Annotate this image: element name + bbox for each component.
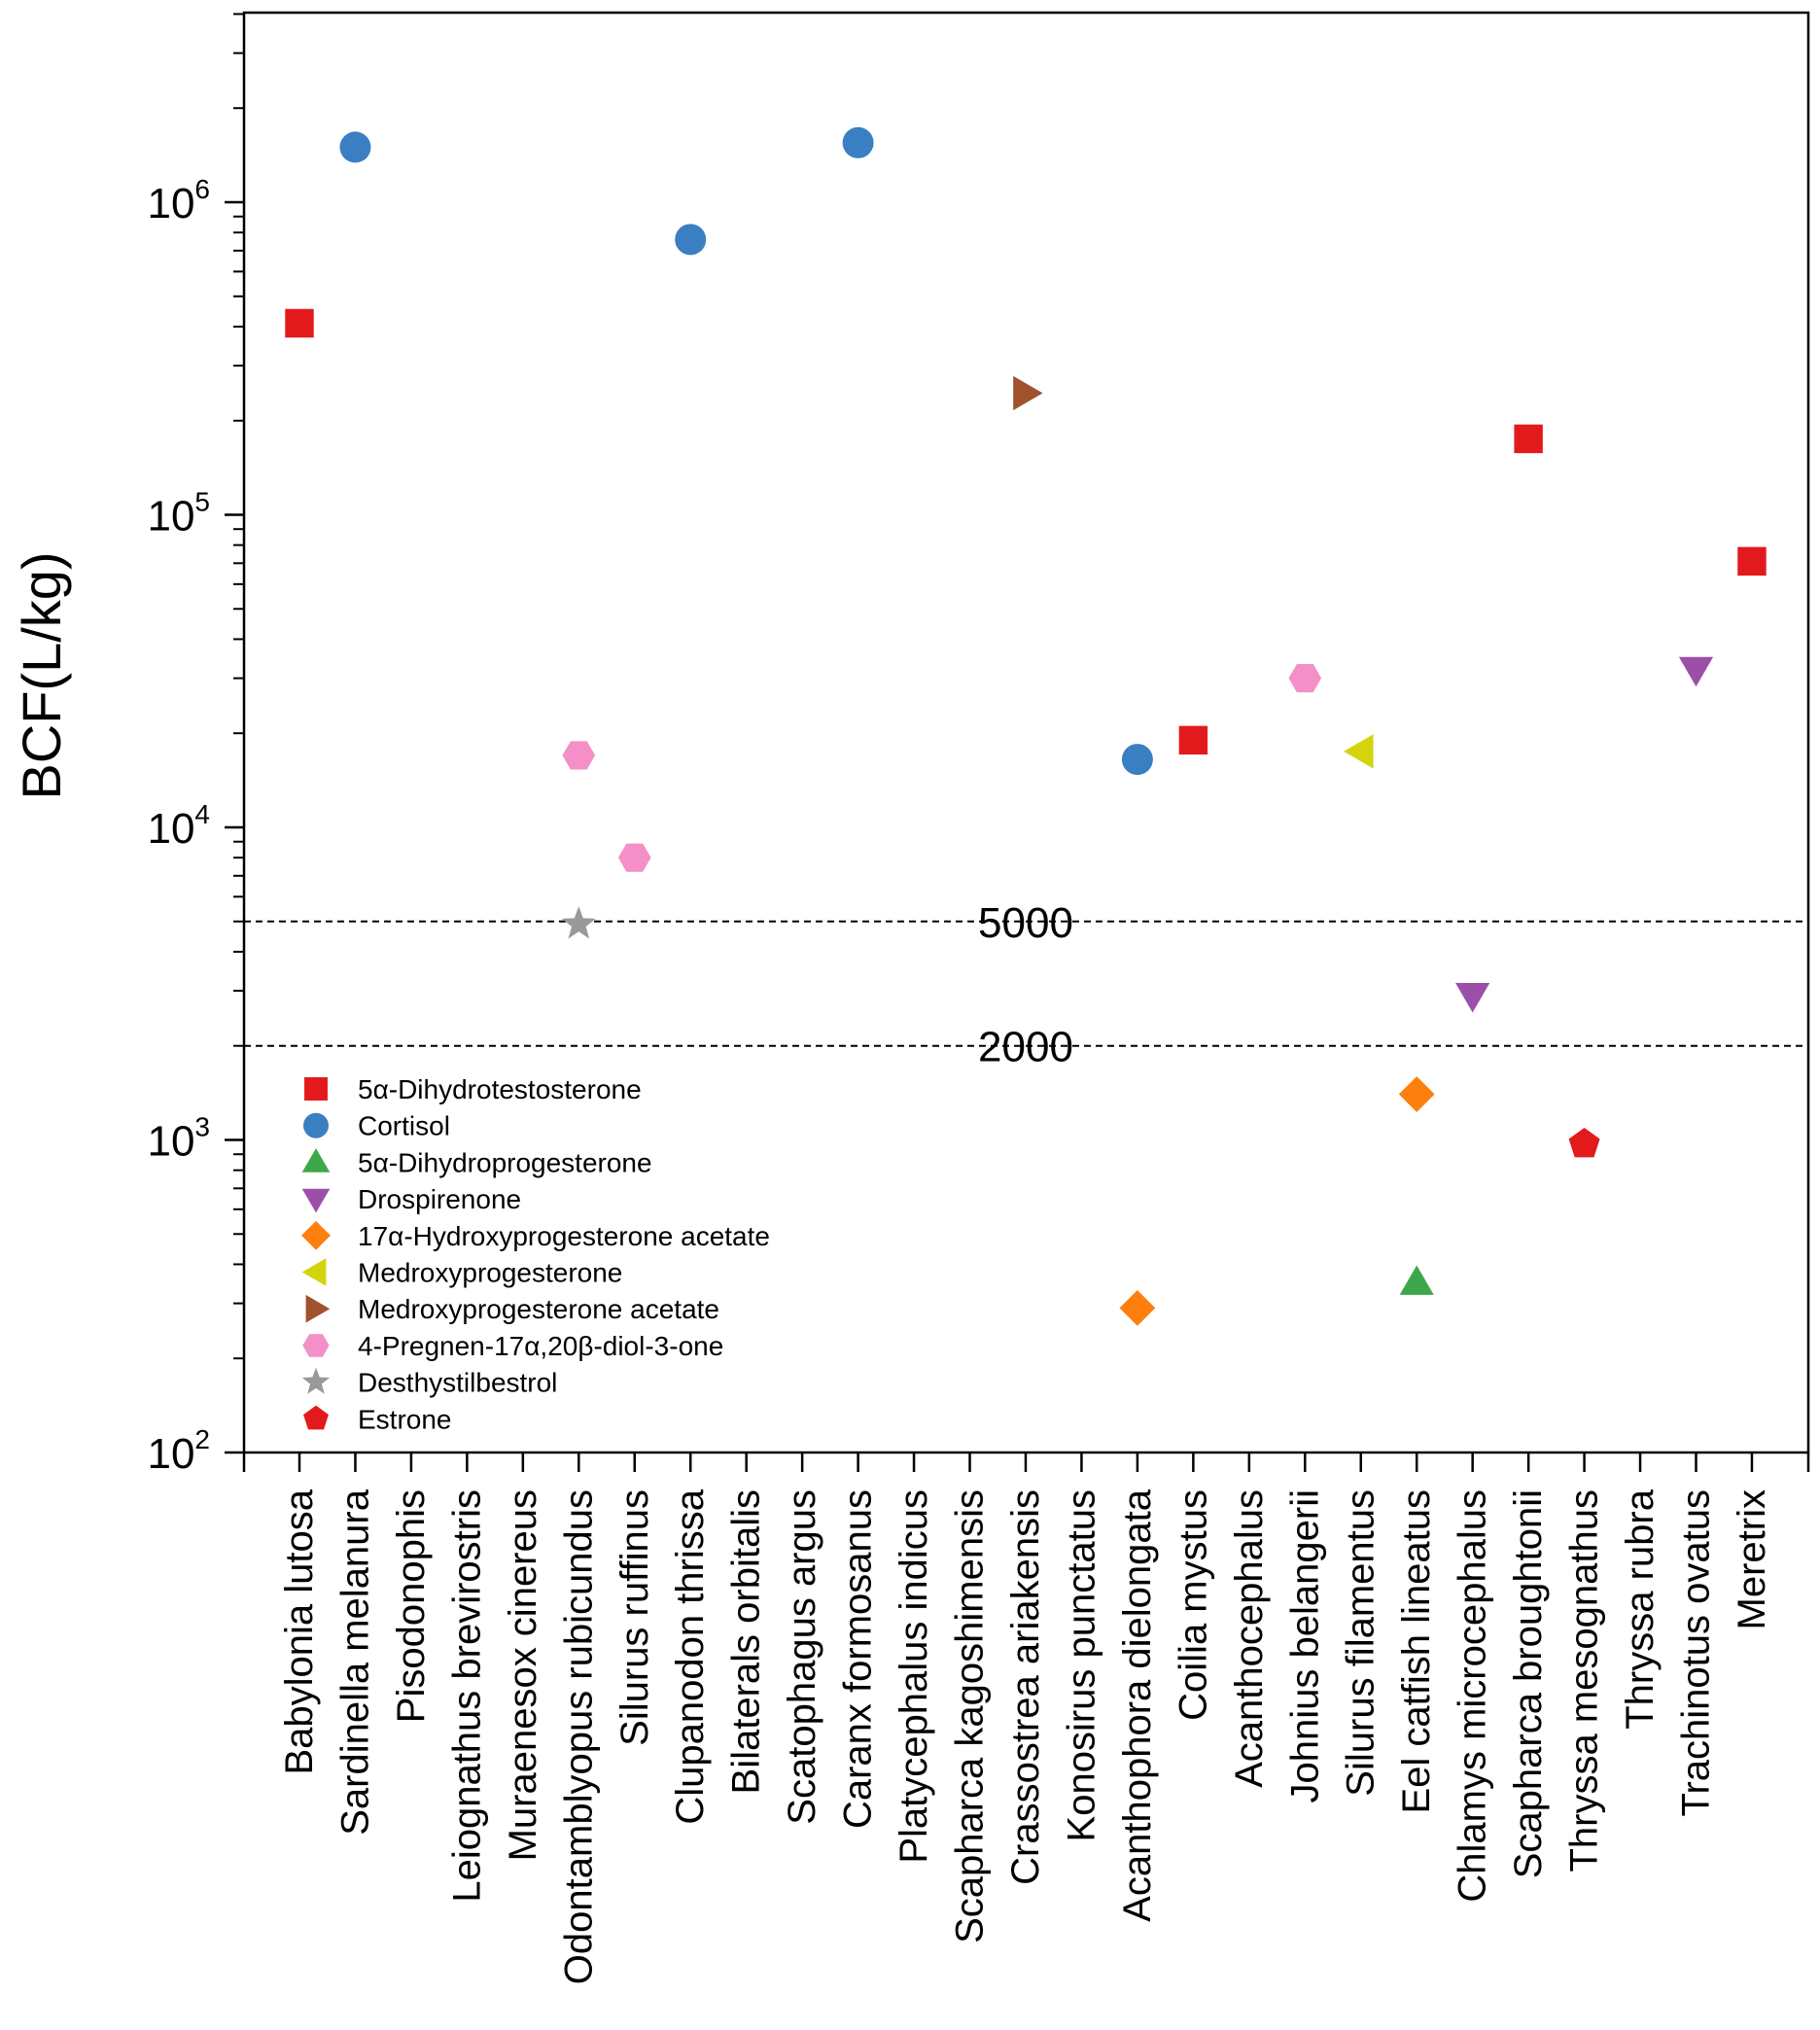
y-tick-label: 102 [147, 1424, 210, 1478]
x-tick-label: Meretrix [1731, 1489, 1773, 1629]
x-tick-label: Leiognathus brevirostris [445, 1489, 488, 1903]
legend-label: Medroxyprogesterone [358, 1258, 622, 1288]
x-tick-label: Thryssa rubra [1619, 1488, 1662, 1729]
legend: 5α-Dihydrotestosterone Cortisol 5α-Dihydro… [301, 1074, 770, 1434]
legend-label: 5α-Dihydrotestosterone [358, 1074, 642, 1104]
legend-label: Desthystilbestrol [358, 1368, 557, 1398]
legend-marker [305, 1294, 331, 1323]
legend-marker [303, 1405, 329, 1430]
data-point [1568, 1127, 1600, 1158]
x-tick-label: Caranx formosanus [837, 1489, 880, 1829]
legend-marker [303, 1112, 329, 1138]
data-point [675, 224, 707, 256]
x-tick-label: Scatophagus argus [781, 1489, 823, 1825]
data-point [285, 308, 314, 338]
x-tick-label: Sardinella melanura [333, 1488, 376, 1836]
data-point [1514, 424, 1543, 454]
data-point [1398, 1076, 1435, 1112]
x-tick-label: Odontamblyopus rubicundus [557, 1489, 600, 1984]
y-axis-label: BCF(L/kg) [11, 551, 72, 799]
y-tick-label: 104 [147, 799, 210, 853]
data-point [339, 131, 371, 163]
data-point [1119, 1289, 1156, 1326]
x-tick-label: Johnius belangerii [1283, 1489, 1326, 1802]
data-point [1178, 725, 1208, 755]
legend-label: 17α-Hydroxyprogesterone acetate [358, 1221, 770, 1251]
reference-line-label: 5000 [978, 899, 1073, 947]
legend-label: Cortisol [358, 1111, 450, 1141]
data-point [1737, 546, 1767, 577]
legend-marker [302, 1334, 330, 1357]
legend-label: Drospirenone [358, 1184, 521, 1214]
legend-label: Medroxyprogesterone acetate [358, 1294, 719, 1324]
legend-marker [301, 1220, 331, 1250]
data-point [1399, 1265, 1434, 1295]
reference-line-label: 2000 [978, 1024, 1073, 1071]
x-tick-label: Acanthophora dielongata [1116, 1488, 1159, 1922]
reference-lines: 5000 2000 [244, 899, 1808, 1071]
x-tick-label: Babylonia lutosa [278, 1488, 321, 1774]
y-axis: 102 103 104 105 106 [147, 13, 244, 1478]
x-tick-label: Crassostrea ariakensis [1004, 1489, 1047, 1885]
y-tick-label: 103 [147, 1112, 210, 1166]
x-tick-label: Scapharca kagoshimensis [949, 1489, 992, 1943]
data-point [842, 126, 874, 158]
y-tick-label: 105 [147, 487, 210, 541]
y-tick-label: 106 [147, 174, 210, 228]
data-point [1013, 375, 1043, 410]
x-tick-label: Thryssa mesognathus [1563, 1489, 1606, 1872]
x-tick-label: Eel catfish lineatus [1395, 1489, 1438, 1814]
x-tick-label: Silurus filamentus [1340, 1489, 1382, 1797]
legend-marker [301, 1367, 331, 1394]
x-tick-label: Bilaterals orbitalis [725, 1489, 768, 1794]
data-point [1344, 734, 1374, 769]
x-tick-label: Scapharca broughtonii [1507, 1489, 1550, 1878]
x-tick-label: Konosirus punctatus [1060, 1489, 1102, 1841]
data-point [1121, 744, 1153, 776]
legend-label: 4-Pregnen-17α,20β-diol-3-one [358, 1331, 723, 1361]
legend-marker [301, 1148, 331, 1172]
legend-marker [301, 1188, 331, 1213]
legend-marker [301, 1258, 327, 1286]
data-point [1678, 656, 1714, 687]
x-tick-label: Silurus ruffinus [613, 1489, 656, 1746]
x-tick-label: Pisodonophis [390, 1489, 433, 1723]
x-tick-label: Trachinotus ovatus [1675, 1489, 1718, 1816]
x-tick-label: Muraenesox cinereus [502, 1489, 544, 1861]
x-tick-label: Platycephalus indicus [892, 1489, 935, 1864]
data-point [1288, 664, 1322, 693]
data-point [562, 741, 596, 770]
legend-marker [304, 1077, 328, 1101]
legend-label: Estrone [358, 1404, 452, 1434]
data-point [1455, 983, 1490, 1013]
x-tick-label: Acanthocephalus [1228, 1489, 1271, 1788]
x-tick-label: Clupanodon thrissa [669, 1488, 712, 1824]
legend-label: 5α-Dihydroprogesterone [358, 1147, 652, 1177]
x-tick-label: Chlamys microcephalus [1452, 1489, 1494, 1903]
x-tick-label: Coilia mystus [1172, 1489, 1214, 1721]
x-axis: Babylonia lutosa Sardinella melanura Pisod… [242, 1452, 1810, 1984]
data-points [285, 126, 1767, 1326]
data-point [561, 906, 596, 939]
data-point [617, 843, 651, 872]
